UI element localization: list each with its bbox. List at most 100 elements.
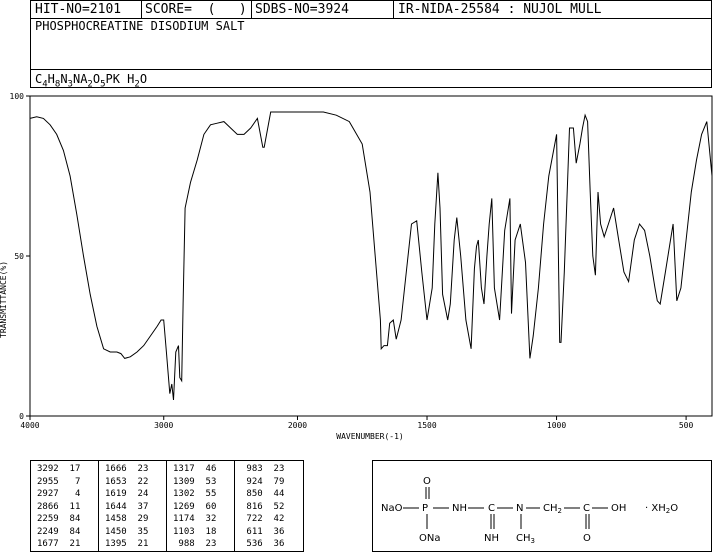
peak-transmittance: 23 — [262, 464, 285, 474]
spectrum-header: HIT-NO=2101 SCORE= ( ) SDBS-NO=3924 IR-N… — [30, 0, 712, 90]
hit-number: HIT-NO=2101 — [35, 2, 122, 17]
header-rule — [31, 18, 711, 19]
peak-entry: 924 79 — [241, 477, 284, 487]
peak-transmittance: 79 — [262, 476, 285, 487]
peak-wavenumber: 2866 — [37, 501, 59, 512]
peak-wavenumber: 983 — [241, 464, 263, 474]
molecular-formula: C4H8N3NA2O5PK H2O — [35, 72, 148, 90]
y-tick-label: 100 — [10, 92, 25, 101]
peak-transmittance: 37 — [126, 501, 149, 512]
peak-transmittance: 23 — [194, 539, 217, 549]
atom-oh: OH — [611, 503, 626, 514]
peak-wavenumber: 1302 — [173, 489, 195, 499]
peak-wavenumber: 1458 — [105, 514, 127, 524]
peak-entry: 1653 22 — [105, 477, 148, 487]
atom-p: P — [422, 503, 428, 514]
peak-entry: 1677 21 — [37, 539, 80, 549]
sdbs-number: SDBS-NO=3924 — [255, 2, 349, 17]
peak-wavenumber: 1317 — [173, 464, 195, 474]
peak-entry: 536 36 — [241, 539, 284, 549]
peak-transmittance: 46 — [194, 464, 217, 474]
ir-spectrum-chart: 4000 3000 2000 1500 1000 500 0 50 100 WAVENUMBER… — [0, 92, 713, 441]
peak-wavenumber: 2259 — [37, 514, 59, 524]
peak-entry: 983 23 — [241, 464, 284, 474]
peak-entry: 1269 60 — [173, 502, 216, 512]
peak-wavenumber: 1269 — [173, 501, 195, 512]
peak-wavenumber: 924 — [241, 476, 263, 487]
peak-table: 3292 17 2955 7 2927 4 2866 11 2259 84 2249 84… — [30, 460, 304, 552]
peak-transmittance: 21 — [126, 539, 149, 549]
peak-entry: 1644 37 — [105, 502, 148, 512]
atom-ch2: CH2 — [543, 503, 562, 515]
x-axis-label: WAVENUMBER(-1) — [336, 432, 403, 441]
peak-transmittance: 18 — [194, 526, 217, 537]
peak-transmittance: 84 — [58, 526, 81, 537]
y-tick-label: 50 — [14, 252, 24, 261]
peak-wavenumber: 2249 — [37, 526, 59, 537]
header-divider — [251, 1, 252, 18]
peak-transmittance: 24 — [126, 489, 149, 499]
x-tick-label: 1500 — [417, 421, 436, 430]
atom-o-carbonyl: O — [583, 533, 591, 544]
peak-wavenumber: 816 — [241, 501, 263, 512]
peak-entry: 1309 53 — [173, 477, 216, 487]
peak-wavenumber: 2927 — [37, 489, 59, 499]
peak-transmittance: 23 — [126, 464, 149, 474]
peak-wavenumber: 1395 — [105, 539, 127, 549]
peak-wavenumber: 1309 — [173, 476, 195, 487]
header-rule — [31, 69, 711, 70]
peak-entry: 611 36 — [241, 527, 284, 537]
peak-entry: 3292 17 — [37, 464, 80, 474]
peak-transmittance: 29 — [126, 514, 149, 524]
peak-wavenumber: 850 — [241, 489, 263, 499]
hydrate-label: · XH2O — [645, 503, 678, 515]
peak-transmittance: 60 — [194, 501, 217, 512]
atom-nao: NaO — [381, 503, 403, 514]
peak-wavenumber: 611 — [241, 526, 263, 537]
peak-wavenumber: 988 — [173, 539, 195, 549]
peak-wavenumber: 1174 — [173, 514, 195, 524]
atom-ona: ONa — [419, 533, 440, 544]
plot-frame — [29, 95, 713, 417]
peak-transmittance: 84 — [58, 514, 81, 524]
peak-column — [167, 461, 235, 551]
peak-wavenumber: 1653 — [105, 476, 127, 487]
peak-entry: 850 44 — [241, 489, 284, 499]
peak-transmittance: 53 — [194, 476, 217, 487]
peak-transmittance: 55 — [194, 489, 217, 499]
peak-transmittance: 42 — [262, 514, 285, 524]
atom-c2: C — [583, 503, 590, 514]
peak-transmittance: 17 — [58, 464, 81, 474]
x-tick-label: 2000 — [288, 421, 307, 430]
peak-entry: 2866 11 — [37, 502, 80, 512]
x-tick-label: 1000 — [547, 421, 566, 430]
y-tick-label: 0 — [19, 412, 24, 421]
score: SCORE= ( ) — [145, 2, 247, 17]
peak-wavenumber: 536 — [241, 539, 263, 549]
ir-code: IR-NIDA-25584 : NUJOL MULL — [398, 2, 602, 17]
x-tick-label: 3000 — [154, 421, 173, 430]
peak-entry: 2927 4 — [37, 489, 80, 499]
x-tick-label: 500 — [679, 421, 694, 430]
peak-entry: 2955 7 — [37, 477, 80, 487]
atom-nh: NH — [452, 503, 467, 514]
peak-transmittance: 44 — [262, 489, 285, 499]
axis-ticks: 4000 3000 2000 1500 1000 500 0 50 100 — [10, 92, 694, 430]
spectrum-line — [29, 111, 713, 401]
peak-entry: 816 52 — [241, 502, 284, 512]
peak-entry: 2249 84 — [37, 527, 80, 537]
peak-entry: 1174 32 — [173, 514, 216, 524]
atom-o-top: O — [423, 476, 431, 487]
peak-transmittance: 7 — [58, 476, 81, 487]
peak-column — [31, 461, 99, 551]
peak-wavenumber: 1677 — [37, 539, 59, 549]
peak-entry: 1103 18 — [173, 527, 216, 537]
peak-wavenumber: 3292 — [37, 464, 59, 474]
peak-entry: 1317 46 — [173, 464, 216, 474]
y-axis-label: TRANSMITTANCE(%) — [0, 261, 8, 338]
peak-transmittance: 36 — [262, 539, 285, 549]
peak-transmittance: 36 — [262, 526, 285, 537]
peak-entry: 1302 55 — [173, 489, 216, 499]
atom-nh-lower: NH — [484, 533, 499, 544]
peak-entry: 988 23 — [173, 539, 216, 549]
